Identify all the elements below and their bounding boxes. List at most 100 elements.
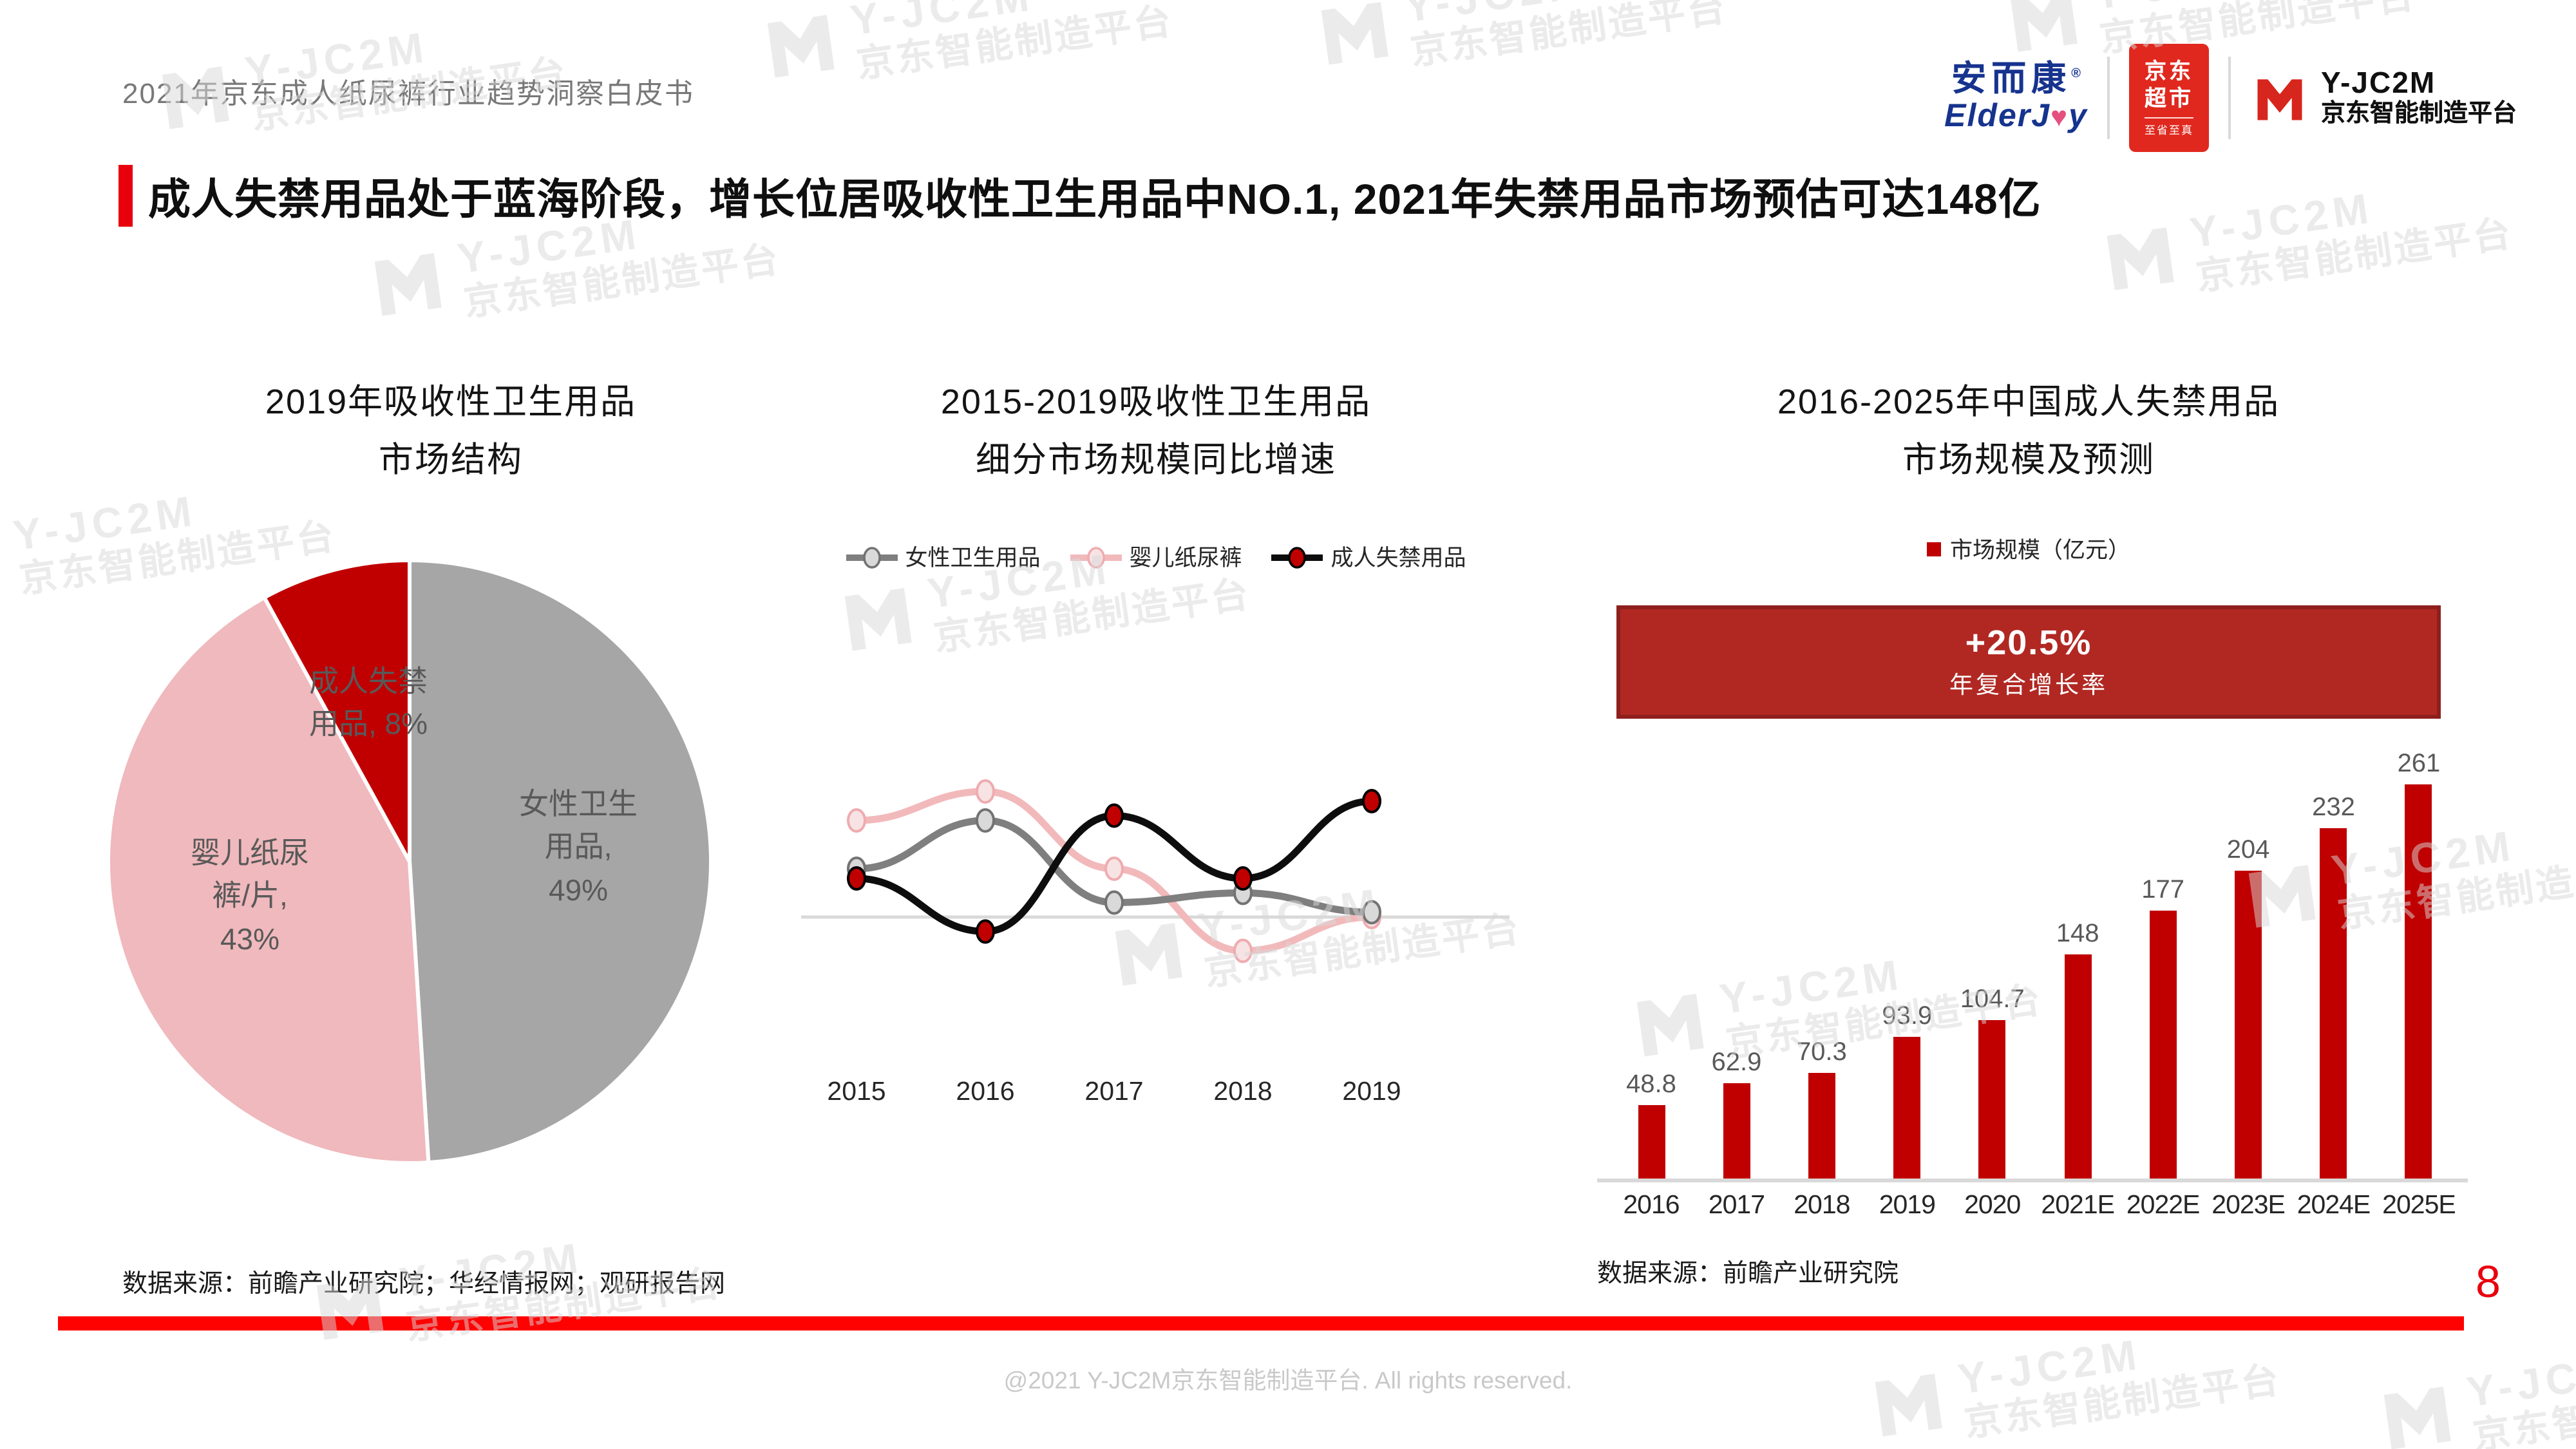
elderjoy-cn-text: 安而康 (1951, 59, 2072, 99)
bar-rect (1893, 1037, 1921, 1179)
line-legend-label-2: 成人失禁用品 (1331, 545, 1466, 571)
bar-chart-axis-line (1597, 1179, 2468, 1182)
line-x-label-3: 2018 (1213, 1077, 1273, 1106)
legend-swatch-icon (1927, 542, 1941, 556)
line-legend-item-2: 成人失禁用品 (1271, 541, 1466, 573)
jd-badge-slogan: 至省至真 (2144, 117, 2193, 138)
pie-slice-1 (106, 595, 431, 1165)
line-marker-2-2 (1104, 803, 1124, 828)
yjc2m-watermark-logo-icon (1321, 2, 1388, 65)
bar-column-2022E: 177 (2122, 876, 2204, 1179)
bar-value-label: 204 (2226, 836, 2270, 864)
title-accent-bar (118, 165, 133, 227)
line-x-label-4: 2019 (1342, 1077, 1401, 1106)
bar-chart-title: 2016-2025年中国成人失禁用品 市场规模及预测 (1777, 383, 2280, 479)
bar-value-label: 177 (2141, 876, 2184, 904)
bar-column-2016: 48.8 (1610, 1070, 1692, 1179)
line-series-0 (853, 817, 1376, 916)
watermark-text: Y-JC2M (1401, 0, 1725, 32)
watermark-text: Y-JC2M (2186, 184, 2376, 257)
line-legend-item-1: 婴儿纸尿裤 (1069, 541, 1242, 573)
line-marker-0-1 (976, 808, 995, 833)
yjc2m-subtitle: 京东智能制造平台 (2320, 100, 2517, 128)
line-marker-0-4 (1362, 900, 1381, 925)
bar-rect (2405, 784, 2432, 1179)
line-marker-2-0 (847, 866, 866, 891)
elderjoy-logo: 安而康® ElderJ♥y (1944, 59, 2088, 135)
yjc2m-name: Y-JC2M (2320, 65, 2436, 99)
cagr-value: +20.5% (1965, 623, 2092, 662)
bar-rect (2064, 954, 2092, 1179)
divider (2107, 57, 2110, 139)
bar-x-label-7: 2023E (2211, 1190, 2286, 1220)
watermark-text: 京东智能制造平台 (2193, 213, 2516, 299)
line-marker-1-1 (976, 779, 995, 804)
pie-slice-2 (262, 558, 412, 864)
bar-value-label: 148 (2056, 920, 2099, 948)
bar-x-label-4: 2020 (1964, 1190, 2021, 1220)
bar-value-label: 232 (2312, 793, 2355, 822)
elderjoy-cn-label: 安而康® (1951, 59, 2081, 99)
bar-column-2024E: 232 (2293, 793, 2375, 1179)
watermark: Y-JC2M京东智能制造平台 (1309, 0, 1730, 88)
bar-x-label-2: 2018 (1794, 1190, 1850, 1220)
bar-value-label: 93.9 (1882, 1002, 1933, 1030)
watermark-text: 京东智能制造平台 (1408, 0, 1730, 73)
elderjoy-en-label: ElderJ♥y (1944, 98, 2088, 135)
bar-rect (2149, 911, 2177, 1179)
line-marker-1-2 (1104, 857, 1124, 881)
line-legend-label-0: 女性卫生用品 (905, 545, 1041, 571)
bar-value-label: 104.7 (1960, 985, 2025, 1014)
yjc2m-watermark-logo-icon (2107, 227, 2174, 290)
pie-slice-label-0: 女性卫生 用品, 49% (519, 786, 638, 907)
bar-column-2025E: 261 (2378, 750, 2460, 1179)
line-marker-0-2 (1104, 890, 1124, 915)
line-legend-label-1: 婴儿纸尿裤 (1129, 545, 1242, 571)
jd-badge-line2: 超市 (2144, 86, 2193, 111)
bar-x-label-6: 2022E (2126, 1190, 2201, 1220)
bar-rect (2235, 871, 2262, 1179)
watermark-text: 京东智能制造平台 (461, 239, 784, 325)
slide-title: 成人失禁用品处于蓝海阶段，增长位居吸收性卫生用品中NO.1, 2021年失禁用品… (148, 175, 2041, 223)
page-number: 8 (2476, 1257, 2501, 1307)
bar-column-2019: 93.9 (1866, 1002, 1948, 1179)
bar-x-label-3: 2019 (1879, 1190, 1936, 1220)
bar-legend-label: 市场规模（亿元） (1950, 537, 2130, 563)
bar-rect (2320, 828, 2347, 1179)
bar-x-label-1: 2017 (1708, 1190, 1765, 1220)
watermark-text: 京东智能制造平台 (931, 574, 1254, 659)
line-chart-title: 2015-2019吸收性卫生用品 细分市场规模同比增速 (940, 383, 1372, 479)
bar-column-2018: 70.3 (1781, 1038, 1863, 1179)
line-chart-legend: 女性卫生用品 婴儿纸尿裤 成人失禁用品 (801, 541, 1510, 573)
bar-value-label: 48.8 (1626, 1070, 1676, 1099)
pie-chart (106, 558, 713, 1165)
bar-chart-source: 数据来源：前瞻产业研究院 (1597, 1260, 1899, 1288)
yjc2m-watermark-logo-icon (844, 588, 912, 651)
yjc2m-watermark-logo-icon (767, 15, 835, 78)
bar-value-label: 70.3 (1796, 1038, 1847, 1066)
line-marker-2-1 (976, 919, 995, 944)
registered-mark: ® (2071, 67, 2081, 82)
bar-x-label-5: 2021E (2041, 1190, 2115, 1220)
footer-source: 数据来源：前瞻产业研究院；华经情报网；观研报告网 (122, 1270, 726, 1298)
pie-slice-0 (408, 558, 713, 1165)
bar-column-2021E: 148 (2036, 920, 2119, 1179)
bar-rect (1808, 1073, 1835, 1179)
line-marker-2-3 (1233, 866, 1253, 891)
pie-slice-label-2: 成人失禁 用品, 8% (308, 664, 428, 741)
bar-x-label-8: 2024E (2297, 1190, 2371, 1220)
cagr-label: 年复合增长率 (1949, 671, 2108, 698)
bar-chart-bars: 48.8 62.9 70.3 93.9 104.7 148 177 204 232 261 (1610, 750, 2460, 1179)
line-marker-2-4 (1362, 789, 1381, 813)
heart-icon: ♥ (2050, 100, 2069, 133)
bar-rect (1978, 1020, 2006, 1179)
copyright-text: @2021 Y-JC2M京东智能制造平台. All rights reserve… (1003, 1367, 1573, 1394)
line-x-label-1: 2016 (956, 1077, 1015, 1106)
line-x-label-2: 2017 (1084, 1077, 1144, 1106)
line-marker-1-3 (1233, 938, 1253, 963)
line-legend-marker-icon (1271, 546, 1323, 568)
bar-rect (1638, 1105, 1665, 1179)
